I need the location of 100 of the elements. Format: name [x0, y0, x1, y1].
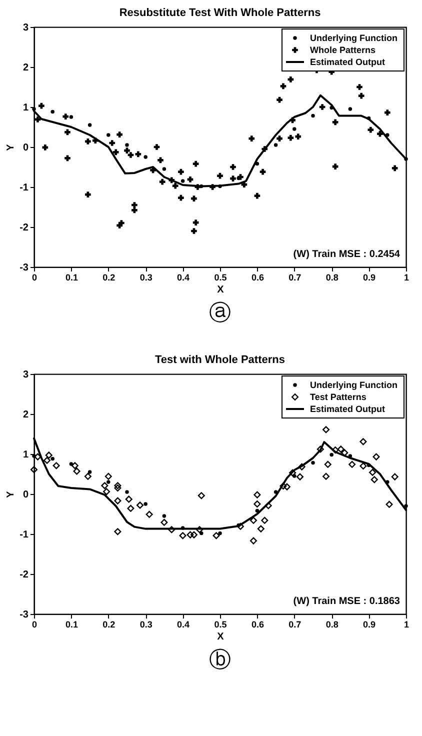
- annotation: (W) Train MSE : 0.1863: [293, 596, 400, 607]
- point: [330, 452, 334, 457]
- point: [50, 456, 54, 461]
- point: [264, 502, 272, 510]
- point: [71, 462, 78, 470]
- point: [212, 532, 220, 540]
- y-tick-label: -1: [20, 530, 29, 540]
- y-tick-label: -3: [20, 262, 29, 274]
- legend-label: Estimated Output: [310, 404, 386, 414]
- point: [73, 468, 80, 475]
- y-tick-label: 3: [22, 22, 29, 34]
- point: [200, 531, 204, 536]
- x-tick-label: 0.1: [65, 272, 78, 282]
- point: [104, 472, 112, 480]
- point: [289, 469, 296, 476]
- y-tick-label: 0: [22, 142, 29, 154]
- point: [348, 107, 352, 111]
- x-tick-label: 0.9: [363, 620, 376, 630]
- point: [34, 453, 42, 460]
- point: [404, 504, 408, 508]
- point: [84, 472, 92, 480]
- x-tick-label: 0.2: [102, 620, 116, 630]
- point: [114, 484, 122, 492]
- point: [372, 453, 380, 460]
- point: [391, 473, 398, 480]
- point: [180, 179, 185, 183]
- legend-label: Underlying Function: [310, 380, 398, 390]
- point: [322, 472, 330, 480]
- point: [250, 537, 257, 544]
- x-tick-label: 0.1: [65, 620, 78, 630]
- x-tick-label: 0.4: [177, 272, 190, 282]
- point: [274, 143, 278, 147]
- point: [218, 531, 222, 536]
- point: [50, 110, 54, 114]
- point: [283, 483, 290, 490]
- x-axis-title: X: [217, 284, 224, 296]
- point: [114, 482, 122, 490]
- y-tick-label: 1: [22, 102, 29, 114]
- x-tick-label: 0: [32, 620, 38, 630]
- point: [106, 133, 110, 137]
- x-tick-label: 0.4: [177, 620, 190, 630]
- x-tick-label: 0.8: [326, 272, 338, 282]
- y-tick-label: -3: [20, 610, 29, 620]
- point: [292, 127, 296, 131]
- point: [136, 502, 144, 509]
- point: [127, 504, 134, 512]
- point: [322, 426, 330, 434]
- y-tick-label: -1: [20, 182, 29, 194]
- point: [332, 446, 339, 454]
- legend-label: Test Patterns: [310, 392, 366, 402]
- point: [88, 470, 92, 474]
- point: [254, 500, 261, 508]
- y-tick-label: 3: [22, 370, 29, 380]
- point: [337, 446, 344, 453]
- text: ⓑ: [209, 648, 231, 673]
- point: [144, 502, 148, 506]
- x-axis-title: X: [217, 632, 224, 642]
- point: [162, 514, 166, 518]
- point: [125, 143, 129, 147]
- legend-label: Whole Patterns: [310, 45, 376, 55]
- point: [198, 492, 205, 500]
- point: [168, 526, 176, 534]
- point: [88, 123, 92, 127]
- point: [190, 531, 198, 538]
- point: [360, 438, 367, 446]
- point: [125, 490, 129, 494]
- y-tick-label: -2: [20, 570, 29, 580]
- point: [348, 460, 356, 468]
- chart-title: Resubstitute Test With Whole Patterns: [119, 7, 321, 19]
- point: [162, 167, 166, 171]
- chart-title: Test with Whole Patterns: [155, 354, 285, 366]
- legend-label: Estimated Output: [310, 57, 386, 67]
- point: [101, 482, 108, 490]
- x-tick-label: 0.5: [214, 272, 227, 282]
- point: [125, 496, 132, 503]
- point: [298, 463, 306, 470]
- x-tick-label: 0.9: [363, 272, 376, 282]
- point: [255, 508, 260, 513]
- point: [369, 468, 376, 476]
- y-tick-label: 2: [22, 410, 29, 420]
- point: [160, 518, 168, 526]
- y-tick-label: 2: [22, 62, 29, 74]
- point: [69, 462, 74, 466]
- y-tick-label: 0: [22, 490, 29, 500]
- y-tick-label: -2: [20, 222, 29, 234]
- x-tick-label: 0.3: [140, 272, 152, 282]
- point: [250, 516, 257, 524]
- point: [196, 526, 204, 534]
- point: [386, 500, 393, 508]
- x-tick-label: 1: [404, 272, 410, 282]
- point: [324, 460, 332, 468]
- point: [52, 462, 60, 470]
- x-tick-label: 0.7: [288, 620, 302, 630]
- x-tick-label: 0.6: [251, 620, 264, 630]
- x-tick-label: 0.7: [288, 272, 302, 282]
- x-tick-label: 1: [404, 620, 410, 630]
- point: [261, 516, 268, 524]
- x-tick-label: 0.2: [102, 272, 116, 282]
- point: [179, 532, 186, 540]
- point: [44, 456, 51, 464]
